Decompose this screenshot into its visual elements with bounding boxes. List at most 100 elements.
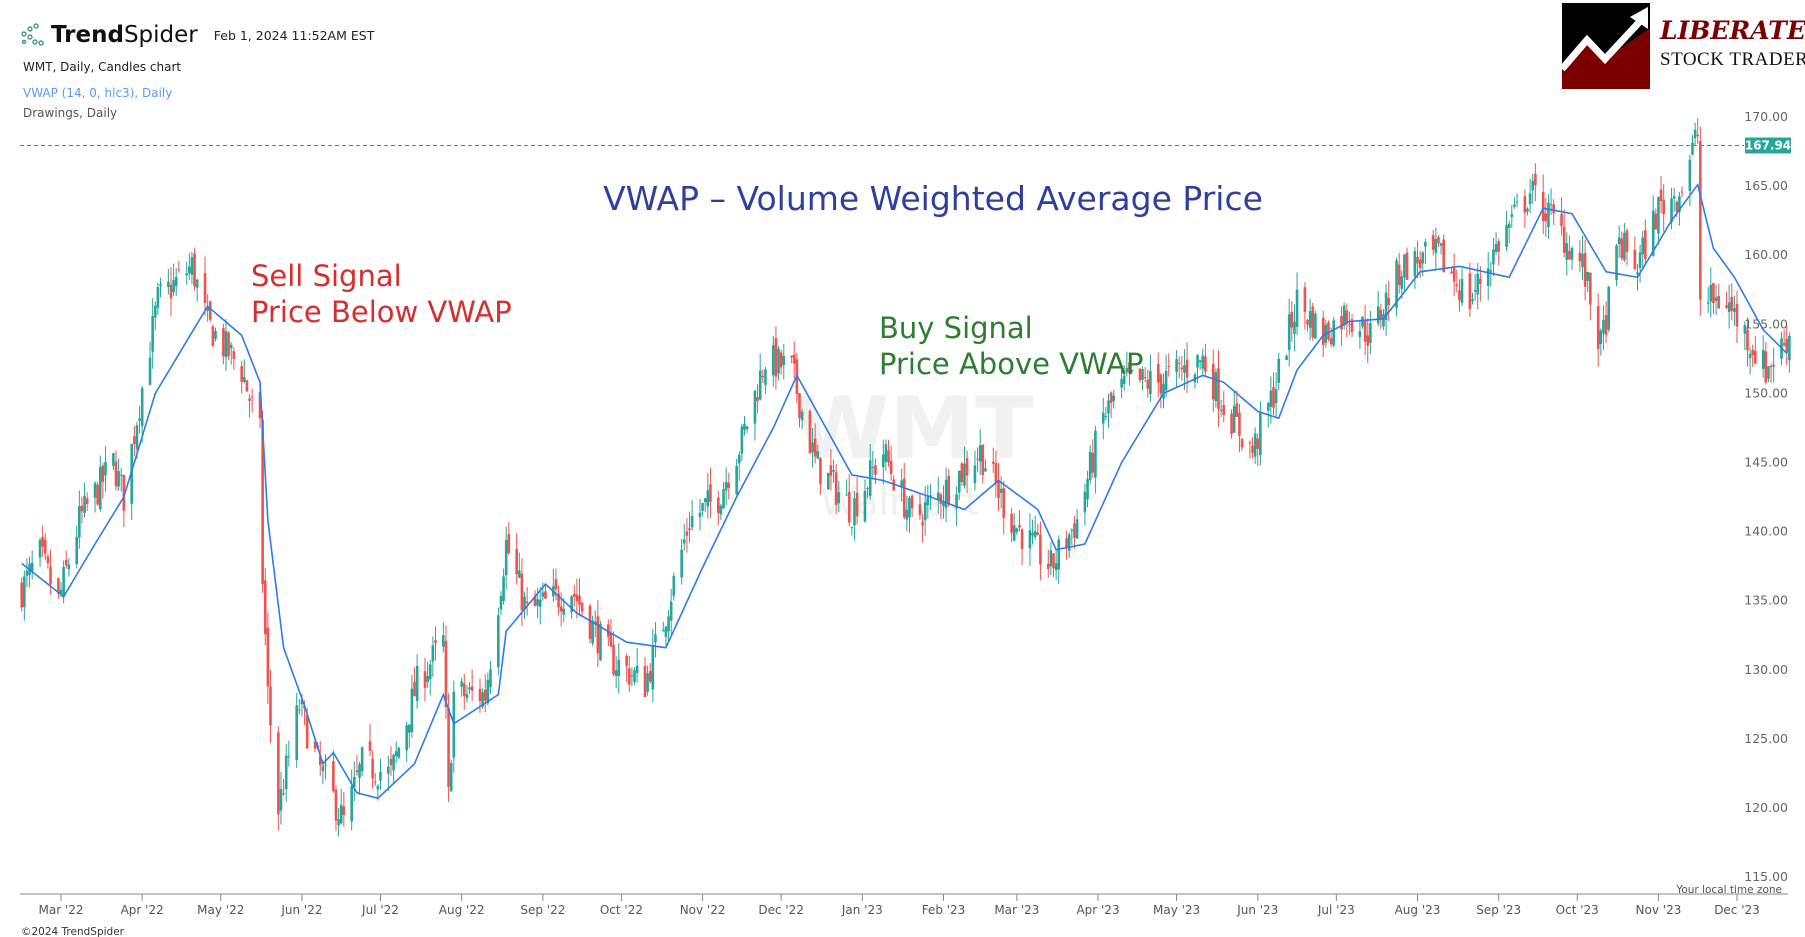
candle-body (1439, 243, 1443, 246)
x-tick-label: Nov '23 (1636, 903, 1682, 917)
candle-body (355, 770, 359, 773)
candle-body (853, 498, 856, 526)
candle-body (703, 498, 707, 502)
candle-body (78, 505, 81, 538)
candle-body (1638, 252, 1642, 269)
candle-body (405, 725, 408, 751)
candle-body (811, 442, 814, 453)
candle-body (470, 686, 474, 691)
candle-body (1049, 550, 1053, 567)
candle-body (625, 656, 628, 666)
candle-body (156, 287, 160, 308)
candle-body (350, 785, 353, 822)
legend-symbol[interactable]: WMT, Daily, Candles chart (23, 60, 182, 74)
candle-body (1510, 213, 1514, 217)
x-tick-label: Jul '22 (361, 903, 399, 917)
candle-body (1272, 387, 1275, 408)
candle-body (1699, 141, 1702, 300)
candle-body (1180, 367, 1184, 370)
candle-body (1641, 237, 1645, 255)
candle-body (1513, 204, 1516, 207)
candle-body (245, 380, 249, 392)
candle-body (321, 766, 325, 772)
candle-body (1442, 239, 1445, 272)
candle-body (963, 463, 966, 486)
candle-body (1306, 319, 1309, 325)
candle-body (1395, 260, 1398, 308)
watermark-symbol: WMT (794, 379, 1033, 479)
candle-body (1107, 400, 1110, 414)
candle-body (1311, 306, 1315, 338)
candle-body (119, 474, 123, 476)
buy-signal-subtitle: Price Above VWAP (879, 347, 1143, 381)
legend-vwap[interactable]: VWAP (14, 0, hlc3), Daily (23, 86, 173, 100)
legend-drawings[interactable]: Drawings, Daily (23, 106, 118, 120)
candle-body (1730, 296, 1734, 311)
candle-body (1604, 315, 1608, 335)
candle-body (1782, 343, 1786, 346)
candle-body (772, 345, 775, 376)
candle-body (337, 819, 340, 826)
candle-body (431, 645, 435, 662)
candle-body (133, 436, 136, 445)
candle-body (46, 556, 50, 564)
candle-body (1528, 193, 1532, 205)
candle-body (499, 596, 503, 610)
candle-body (481, 692, 484, 707)
candle-body (1075, 519, 1079, 539)
candle-body (515, 549, 518, 575)
candle-body (334, 789, 338, 821)
candle-body (1492, 249, 1495, 265)
candle-body (379, 771, 382, 781)
candle-body (1256, 438, 1260, 449)
candle-body (449, 762, 453, 792)
candle-body (1285, 355, 1288, 361)
candle-body (866, 487, 869, 489)
candle-body (376, 785, 380, 790)
candle-body (177, 269, 181, 271)
candle-body (185, 273, 188, 276)
candle-body (1287, 314, 1291, 351)
candle-body (685, 531, 689, 536)
candle-body (1327, 322, 1330, 340)
candle-body (1788, 335, 1791, 361)
candle-body (1120, 378, 1123, 388)
candle-body (1688, 159, 1692, 191)
candle-body (1636, 272, 1639, 275)
candle-body (426, 676, 429, 683)
x-tick-label: Sep '23 (1476, 903, 1521, 917)
candle-body (999, 488, 1003, 493)
candle-body (140, 387, 144, 427)
candle-body (415, 665, 419, 702)
candle-body (174, 276, 178, 287)
candle-body (1424, 241, 1427, 247)
x-tick-label: Jan '23 (841, 903, 883, 917)
candle-body (664, 626, 668, 637)
candle-body (1052, 553, 1055, 569)
candle-body (138, 418, 141, 421)
candle-body (25, 570, 29, 576)
candle-body (1570, 248, 1574, 260)
candle-body (444, 640, 448, 708)
candle-body (520, 573, 524, 611)
x-tick-label: Sep '22 (520, 903, 565, 917)
candle-body (1104, 415, 1108, 417)
candle-body (1717, 295, 1720, 309)
candle-body (926, 497, 930, 506)
candle-body (944, 479, 948, 508)
candle-body (1175, 359, 1178, 373)
candle-body (525, 601, 529, 604)
candle-body (1733, 308, 1736, 312)
candle-body (43, 539, 47, 554)
candle-body (667, 616, 670, 632)
candle-body (554, 579, 558, 590)
candle-body (153, 305, 157, 318)
candle-body (826, 472, 830, 490)
candle-body (1222, 404, 1226, 416)
candle-body (918, 504, 922, 516)
candle-body (887, 450, 890, 463)
candles (20, 118, 1791, 837)
candle-body (208, 301, 212, 320)
candle-body (117, 471, 120, 487)
